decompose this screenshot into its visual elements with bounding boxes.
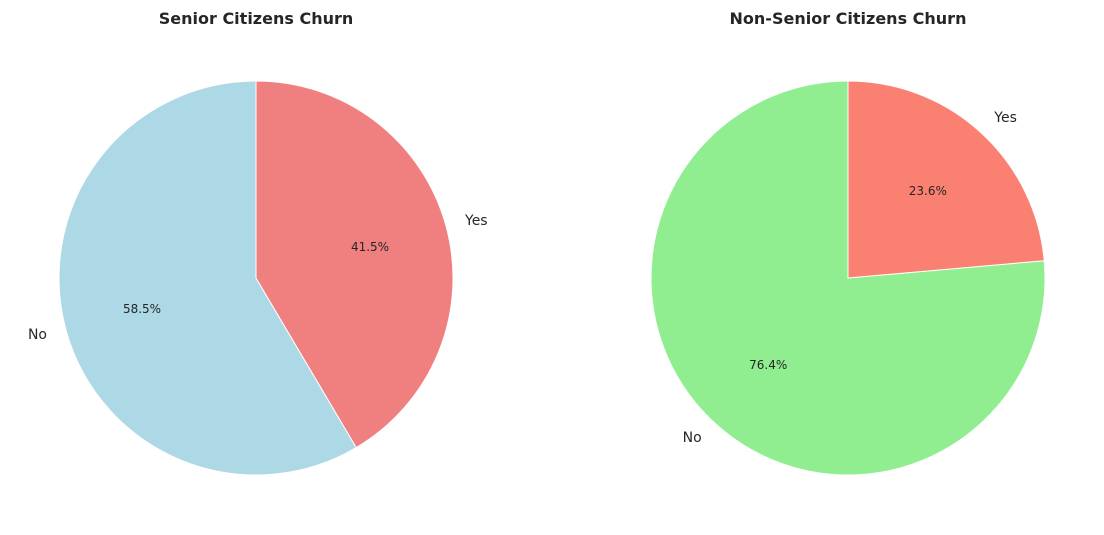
chart-title: Senior Citizens Churn	[159, 9, 354, 28]
slice-percentage-no: 76.4%	[749, 358, 787, 372]
pie-slice-no	[58, 80, 357, 476]
slice-percentage-yes: 23.6%	[909, 184, 947, 198]
non-senior-citizens-pie: Non-Senior Citizens Churn No 76.4% Yes 23.6…	[650, 9, 1046, 476]
slice-label-yes: Yes	[993, 110, 1017, 126]
slice-percentage-yes: 41.5%	[351, 240, 389, 254]
slice-label-no: No	[28, 327, 47, 343]
slice-percentage-no: 58.5%	[123, 302, 161, 316]
pie-slice-yes	[255, 80, 454, 449]
senior-citizens-pie: Senior Citizens Churn No 58.5% Yes 41.5%	[28, 9, 488, 476]
pie-slice-yes	[847, 80, 1045, 279]
slice-label-no: No	[683, 430, 702, 446]
slice-label-yes: Yes	[464, 213, 488, 229]
chart-title: Non-Senior Citizens Churn	[730, 9, 967, 28]
